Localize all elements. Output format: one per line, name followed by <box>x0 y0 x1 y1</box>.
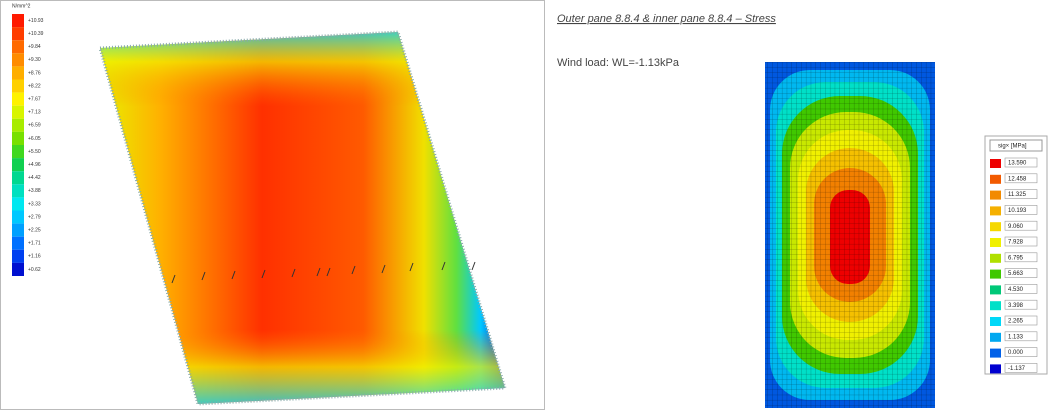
legend-label: +6.05 <box>28 136 41 142</box>
legend-value-box <box>1004 189 1038 199</box>
legend-label: 4.530 <box>1008 287 1024 293</box>
legend-swatch <box>12 249 24 263</box>
legend-label: +0.62 <box>28 267 41 273</box>
legend-swatch <box>12 223 24 237</box>
legend-label: +10.39 <box>28 31 44 37</box>
legend-label: -1.137 <box>1008 366 1026 372</box>
legend-swatch <box>990 253 1001 263</box>
legend-swatch <box>990 364 1001 374</box>
legend-swatch <box>990 174 1001 184</box>
legend-swatch <box>990 285 1001 295</box>
legend-swatch <box>990 269 1001 279</box>
legend-label: 12.458 <box>1008 176 1027 182</box>
legend-value-box <box>1004 299 1038 310</box>
legend-unit: N/mm^2 <box>12 3 31 9</box>
legend-label: 11.325 <box>1008 192 1027 198</box>
legend-swatch <box>12 184 24 198</box>
legend-swatch <box>12 118 24 132</box>
legend-swatch <box>990 332 1001 342</box>
legend-header <box>989 139 1043 152</box>
legend-label: +4.96 <box>28 162 41 168</box>
left-legend: N/mm^2 +10.93 +10.39 +9.84 +9.30 +8.76 +8.22 +… <box>12 3 44 276</box>
legend-label: +9.30 <box>28 57 41 63</box>
legend-swatch <box>12 40 24 54</box>
legend-value-box <box>1004 220 1038 231</box>
legend-label: +6.59 <box>28 123 41 129</box>
legend-swatch <box>990 317 1001 326</box>
legend-value-box <box>1004 252 1038 263</box>
legend-label: 10.193 <box>1008 208 1027 214</box>
legend-label: +7.67 <box>28 96 41 102</box>
legend-label: +2.79 <box>28 214 41 220</box>
legend-label: +8.22 <box>28 83 41 89</box>
plate-contour <box>765 62 935 408</box>
legend-swatch <box>990 301 1001 311</box>
legend-value-box <box>1004 205 1038 215</box>
legend-value-box <box>1004 363 1038 373</box>
legend-swatch <box>12 158 24 172</box>
supports <box>171 261 476 284</box>
legend-label: +1.16 <box>28 254 41 260</box>
legend-label: 1.133 <box>1008 334 1024 340</box>
legend-label: 3.398 <box>1008 303 1024 309</box>
legend-swatch <box>12 171 24 185</box>
legend-swatch <box>990 348 1001 358</box>
legend-swatch <box>12 92 24 106</box>
legend-value-box <box>1004 268 1038 278</box>
plate-3d <box>98 30 507 406</box>
legend-swatch <box>12 14 24 28</box>
legend-value-box <box>1004 347 1038 357</box>
legend-swatch <box>12 79 24 93</box>
legend-swatch <box>12 53 24 67</box>
legend-swatch <box>12 145 24 159</box>
legend-swatch <box>990 222 1001 232</box>
legend-value-box <box>1004 236 1038 247</box>
legend-swatch <box>12 105 24 119</box>
legend-label: +3.88 <box>28 188 41 194</box>
legend-label: +2.25 <box>28 227 41 233</box>
legend-label: 6.795 <box>1008 255 1024 261</box>
legend-value-box <box>1004 157 1038 168</box>
legend-swatch <box>12 27 24 41</box>
legend-swatch <box>990 159 1001 168</box>
legend-label: +7.13 <box>28 110 41 116</box>
slide-title: Outer pane 8.8.4 & inner pane 8.8.4 – St… <box>557 13 776 25</box>
legend-swatch <box>12 197 24 211</box>
legend-swatch <box>12 210 24 224</box>
legend-label: +4.42 <box>28 175 41 181</box>
legend-label: 5.663 <box>1008 271 1024 277</box>
legend-unit: sig× [MPa] <box>998 144 1027 150</box>
legend-swatch <box>990 190 1001 200</box>
legend-label: +1.71 <box>28 241 41 247</box>
legend-swatch <box>12 236 24 250</box>
legend-label: +9.84 <box>28 44 41 50</box>
right-legend: sig× [MPa] 13.590 12.458 11.325 10.193 9.060… <box>984 135 1048 375</box>
legend-value-box <box>1004 284 1038 294</box>
legend-label: +8.76 <box>28 70 41 76</box>
legend-swatch <box>990 238 1001 247</box>
legend-label: 9.060 <box>1008 224 1024 230</box>
legend-label: +10.93 <box>28 18 44 24</box>
legend-label: +3.33 <box>28 201 41 207</box>
legend-label: 7.928 <box>1008 240 1024 246</box>
legend-value-box <box>1004 315 1038 326</box>
legend-value-box <box>1004 173 1038 184</box>
legend-value-box <box>1004 331 1038 342</box>
legend-label: 2.265 <box>1008 319 1024 325</box>
legend-swatch <box>12 262 24 276</box>
legend-label: +5.50 <box>28 149 41 155</box>
legend-label: 0.000 <box>1008 350 1024 356</box>
legend-swatch <box>12 66 24 80</box>
legend-label: 13.590 <box>1008 161 1027 167</box>
wind-load: Wind load: WL=-1.13kPa <box>557 57 680 69</box>
legend-swatch <box>12 131 24 145</box>
legend-swatch <box>990 206 1001 216</box>
